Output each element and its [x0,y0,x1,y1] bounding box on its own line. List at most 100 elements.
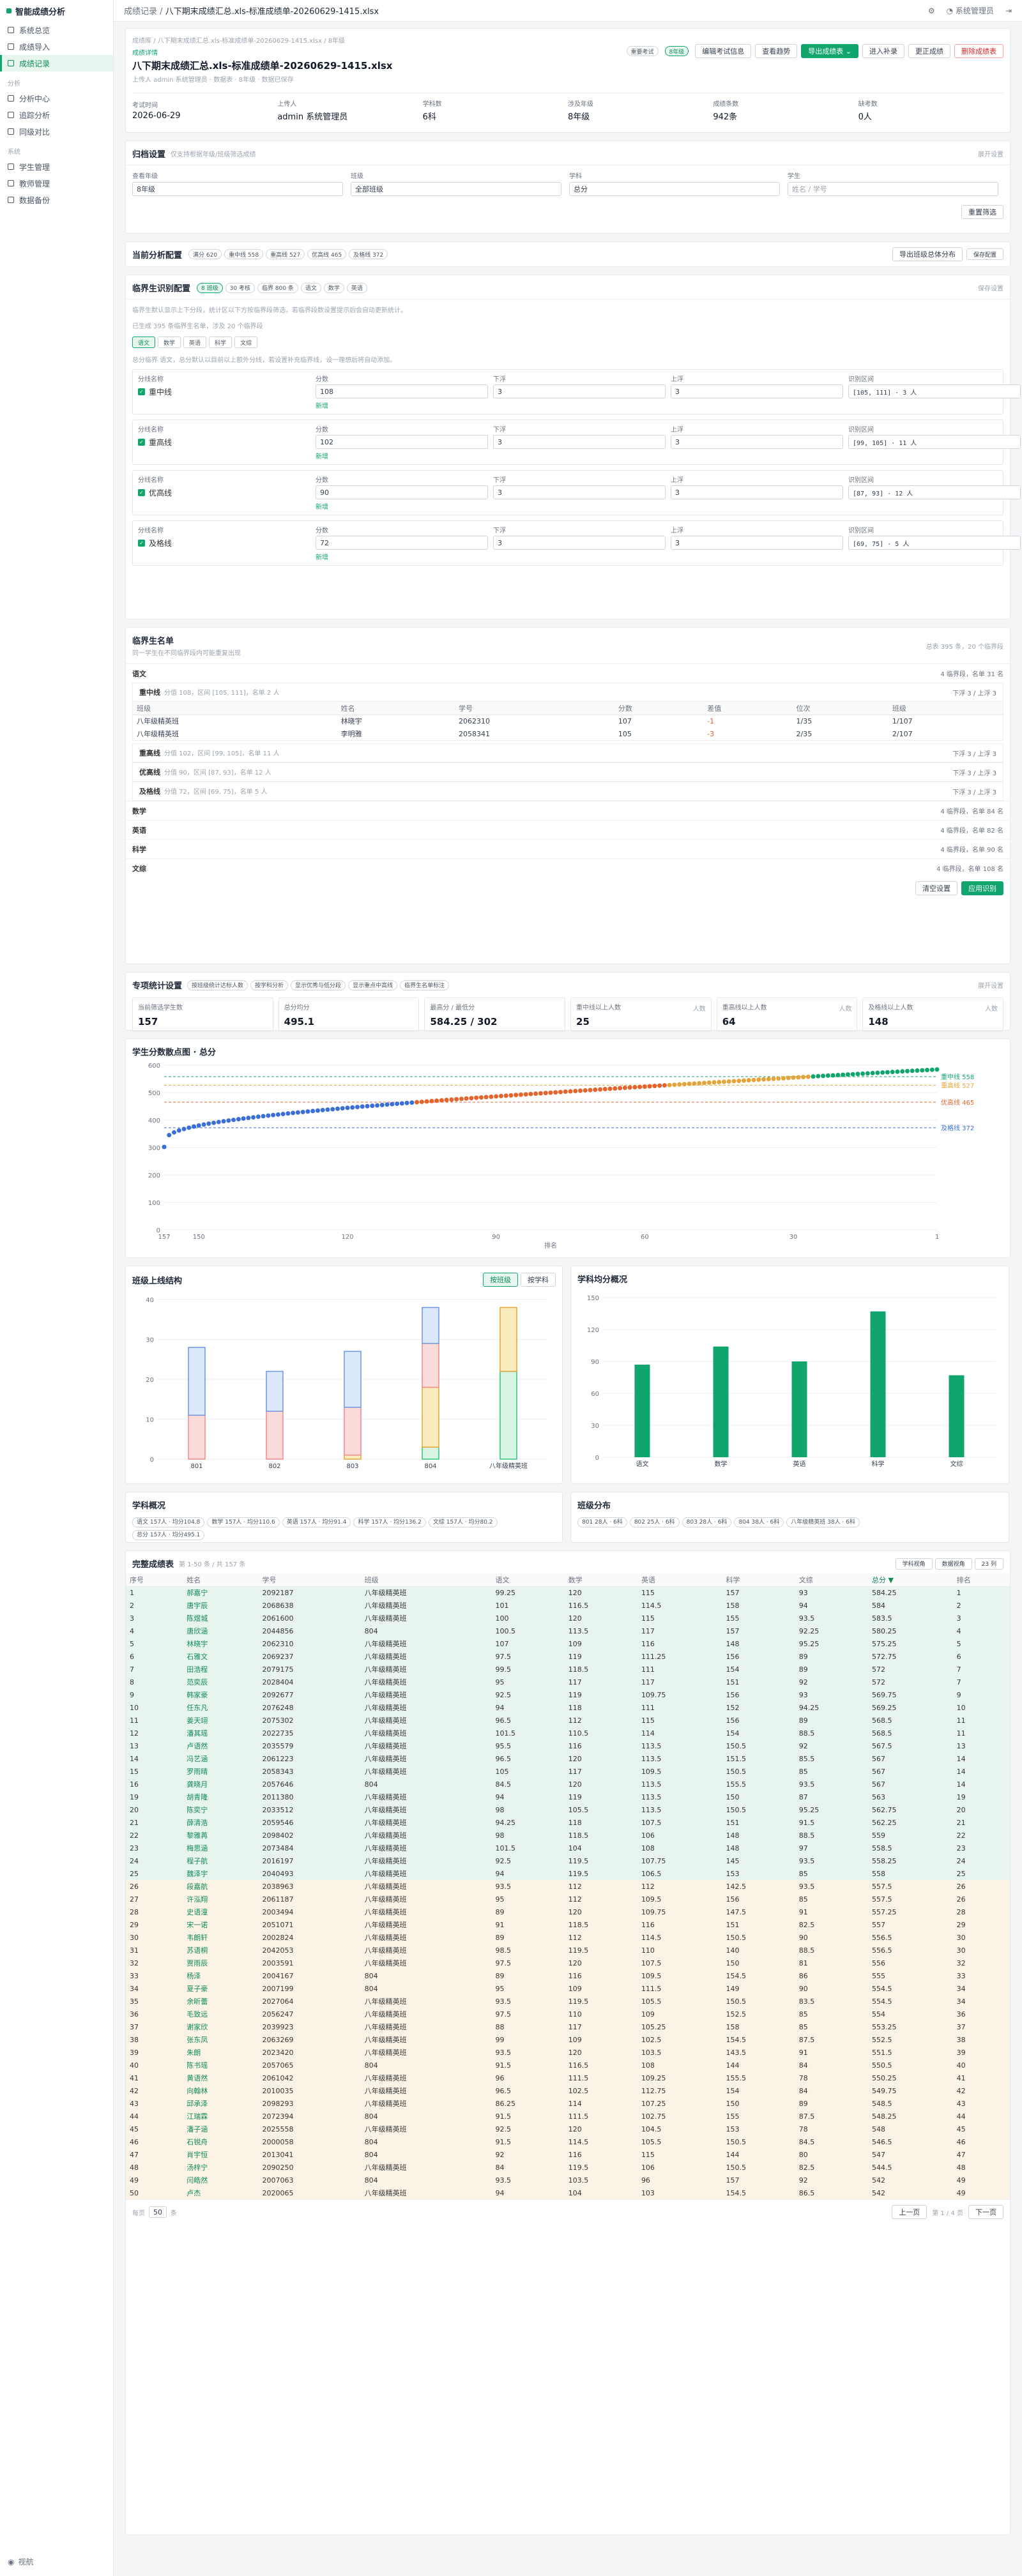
table-row[interactable]: 6 石雅文 2069237 八年级精英班 97.5 119 111.25 156 89 572.7… [126,1650,1010,1663]
checkbox[interactable]: ✓ [138,388,145,395]
list-row[interactable]: 数学 4 临界段，名单 84 名 [126,801,1010,820]
subject-tab[interactable]: 数学 [158,337,181,348]
page-size-select[interactable]: 50 [149,2206,167,2218]
add-link[interactable]: 新增 [316,504,328,511]
chip[interactable]: 显示优秀与低分段 [291,980,346,990]
table-row[interactable]: 9 韩家豪 2092677 八年级精英班 92.5 119 109.75 156 93 569.7… [126,1688,1010,1701]
table-row[interactable]: 10 任东凡 2076248 八年级精英班 94 118 111 152 94.25 569.25… [126,1701,1010,1714]
subject-select[interactable]: 总分 [569,182,780,196]
table-row[interactable]: 43 邱承泽 2098293 八年级精英班 86.25 114 107.25 150 89 548… [126,2097,1010,2110]
table-row[interactable]: 40 陈书瑶 2057065 804 91.5 116.5 108 144 84 550.5 40 [126,2059,1010,2072]
table-row[interactable]: 29 宋一诺 2051071 八年级精英班 91 118.5 116 151 82.5 557 29 [126,1918,1010,1931]
table-row[interactable]: 31 苏语桐 2042053 八年级精英班 98.5 119.5 110 140 88.5 556… [126,1944,1010,1957]
chip[interactable]: 按学科分析 [250,980,289,990]
table-view-button[interactable]: 学科视角 [895,1557,933,1570]
table-row[interactable]: 14 冯艺涵 2061223 八年级精英班 96.5 120 113.5 151.5 85.5 5… [126,1752,1010,1765]
grade-select[interactable]: 8年级 [132,182,343,196]
table-row[interactable]: 20 陈奕宁 2033512 八年级精英班 98 105.5 113.5 150.5 95.25… [126,1803,1010,1816]
table-row[interactable]: 33 杨泽 2004167 804 89 116 109.5 154.5 86 555 33 [126,1969,1010,1982]
table-row[interactable]: 48 汤梓宁 2090250 八年级精英班 84 119.5 106 150.5 82.5 544… [126,2161,1010,2174]
sidebar-item[interactable]: 系统总览 [0,22,113,38]
table-view-button[interactable]: 23 列 [974,1557,1003,1570]
filter-expand[interactable]: 展开设置 [978,151,1003,158]
down-input[interactable]: 3 [493,435,666,449]
table-row[interactable]: 34 夏子豪 2007199 804 95 109 111.5 149 90 554.5 34 [126,1982,1010,1995]
chip[interactable]: 801 28人 · 6科 [577,1517,627,1527]
table-row[interactable]: 8 范奕辰 2028404 八年级精英班 95 117 117 151 92 572 7 [126,1676,1010,1688]
list-row[interactable]: 科学 4 临界段，名单 90 名 [126,839,1010,858]
table-row[interactable]: 15 罗雨晴 2058343 八年级精英班 105 117 109.5 150.5 85 567 1… [126,1765,1010,1778]
table-row[interactable]: 1 郝嘉宁 2092187 八年级精英班 99.25 120 115 157 93 584.25 1 [126,1586,1010,1599]
sidebar-item[interactable]: 教师管理 [0,175,113,192]
critical-section[interactable]: 及格线 分值 72，区间 [69, 75]，名单 5 人下浮 3 / 上浮 3 [132,782,1003,801]
table-row[interactable]: 46 石锐舟 2000058 804 91.5 114.5 105.5 150.5 84.5 54… [126,2135,1010,2148]
table-row[interactable]: 7 田浩程 2079175 八年级精英班 99.5 118.5 111 154 89 572 7 [126,1663,1010,1676]
column-header[interactable]: 学号 [258,1573,361,1587]
down-input[interactable]: 3 [493,485,666,499]
column-header[interactable]: 语文 [491,1573,565,1587]
add-link[interactable]: 新增 [316,554,328,561]
table-row[interactable]: 28 史语潼 2003494 八年级精英班 89 120 109.75 147.5 91 557.… [126,1905,1010,1918]
chip[interactable]: 及格线 372 [349,249,388,259]
table-row[interactable]: 36 毛致远 2056247 八年级精英班 97.5 110 109 152.5 85 554 36 [126,2008,1010,2020]
chip[interactable]: 科学 157人 · 均分136.2 [353,1517,426,1527]
table-row[interactable]: 44 江瑞霖 2072394 804 91.5 111.5 102.75 155 87.5 548… [126,2110,1010,2123]
subject-tab[interactable]: 英语 [183,337,207,348]
chip[interactable]: 英语 [346,282,367,293]
brand[interactable]: 智能成绩分析 [0,0,113,22]
chip[interactable]: 八年级精英班 38人 · 6科 [786,1517,860,1527]
table-view-button[interactable]: 数据视角 [934,1557,972,1570]
chip[interactable]: 重中线 558 [224,249,264,259]
table-row[interactable]: 37 谢家欣 2039923 八年级精英班 88 117 105.25 158 85 553.25… [126,2020,1010,2033]
chip[interactable]: 数学 [323,282,344,293]
chip[interactable]: 重高线 527 [266,249,305,259]
chip[interactable]: 总分 157人 · 均分495.1 [132,1530,205,1540]
table-row[interactable]: 50 卢杰 2020065 八年级精英班 94 104 103 154.5 86.5 542 49 [126,2186,1010,2199]
column-header[interactable]: 英语 [637,1573,722,1587]
chip[interactable]: 优高线 465 [307,249,347,259]
table-row[interactable]: 5 林晓宇 2062310 八年级精英班 107 109 116 148 95.25 575.25… [126,1637,1010,1650]
table-row[interactable]: 38 张东凤 2063269 八年级精英班 99 109 102.5 154.5 87.5 552… [126,2033,1010,2046]
table-row[interactable]: 49 闫皓然 2007063 804 93.5 103.5 96 157 92 542 49 [126,2174,1010,2186]
table-row[interactable]: 八年级精英班 李明雅 2058341 105 -3 2/35 2/107 [133,727,1003,740]
critical-section[interactable]: 优高线 分值 90，区间 [87, 93]，名单 12 人下浮 3 / 上浮 3 [132,762,1003,782]
clear-settings-button[interactable]: 清空设置 [915,881,957,895]
sidebar-item[interactable]: 成绩导入 [0,38,113,55]
table-row[interactable]: 21 薛清浩 2059546 八年级精英班 94.25 118 107.5 151 91.5 56… [126,1816,1010,1829]
table-row[interactable]: 23 梅思涵 2073484 八年级精英班 101.5 104 108 148 97 558.5 2… [126,1842,1010,1854]
column-header[interactable]: 总分 ▼ [868,1573,953,1587]
table-row[interactable]: 35 余昕蕾 2027064 八年级精英班 93.5 119.5 105.5 150.5 83.… [126,1995,1010,2008]
correct-button[interactable]: 更正成绩 [908,44,950,58]
chip[interactable]: 数学 157人 · 均分110.6 [207,1517,280,1527]
export-button[interactable]: 导出成绩表 ⌄ [801,44,858,58]
chip[interactable]: 语文 [300,282,321,293]
chip[interactable]: 临界生名单标注 [400,980,450,990]
supplement-button[interactable]: 进入补录 [862,44,904,58]
by-class-tab[interactable]: 按班级 [483,1273,518,1287]
table-row[interactable]: 41 黄语然 2061042 八年级精英班 96 111.5 109.25 155.5 78 55… [126,2072,1010,2084]
subject-tab[interactable]: 语文 [132,337,156,348]
sidebar-item[interactable]: 分析中心 [0,90,113,107]
subject-tab[interactable]: 文综 [234,337,258,348]
checkbox[interactable]: ✓ [138,489,145,496]
checkbox[interactable]: ✓ [138,539,145,547]
table-row[interactable]: 11 姜天翊 2075302 八年级精英班 96.5 112 115 156 89 568.5 11 [126,1714,1010,1727]
critical-section[interactable]: 重中线 分值 108，区间 [105, 111]，名单 2 人下浮 3 / 上浮 … [132,683,1003,702]
up-input[interactable]: 3 [671,536,843,550]
up-input[interactable]: 3 [671,435,843,449]
sidebar-footer[interactable]: ◉ 视航 [8,2557,34,2567]
sidebar-item[interactable]: 同级对比 [0,123,113,140]
table-row[interactable]: 12 潘其瑶 2022735 八年级精英班 101.5 110.5 114 154 88.5 56… [126,1727,1010,1739]
line-value-input[interactable]: 108 [316,384,488,398]
table-row[interactable]: 26 段嘉航 2038963 八年级精英班 93.5 112 112 142.5 93.5 557… [126,1880,1010,1893]
add-link[interactable]: 新增 [316,403,328,410]
edit-exam-button[interactable]: 编辑考试信息 [695,44,752,58]
trend-button[interactable]: 查看趋势 [755,44,798,58]
list-row[interactable]: 语文 4 临界段，名单 31 名 [126,663,1010,683]
user-menu[interactable]: ◔ 系统管理员 [946,6,994,15]
prev-page-button[interactable]: 上一页 [892,2205,927,2219]
up-input[interactable]: 3 [671,384,843,398]
sidebar-item[interactable]: 追踪分析 [0,107,113,123]
table-row[interactable]: 3 陈煜城 2061600 八年级精英班 100 120 115 155 93.5 583.5 3 [126,1612,1010,1625]
table-row[interactable]: 八年级精英班 林晓宇 2062310 107 -1 1/35 1/107 [133,715,1003,727]
